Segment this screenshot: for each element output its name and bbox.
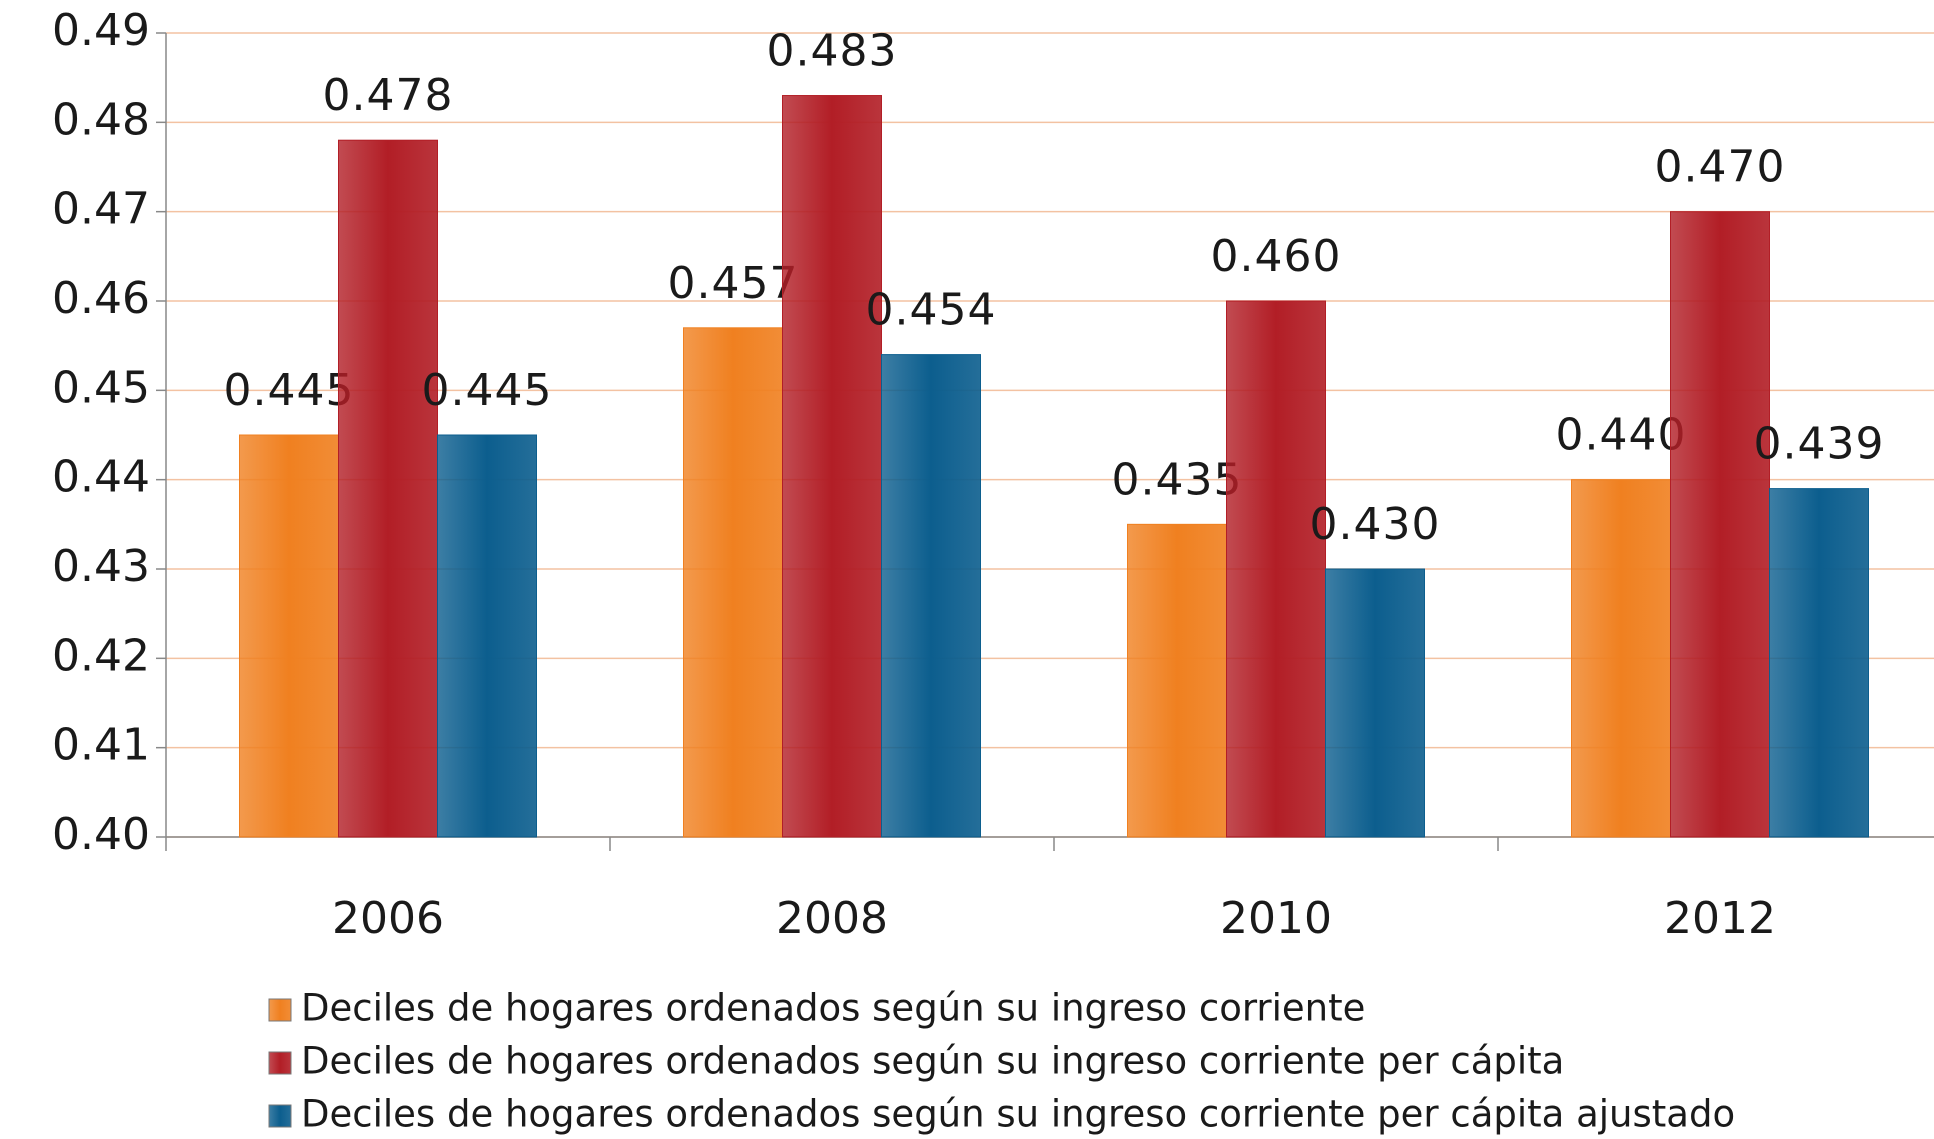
value-label: 0.454	[866, 285, 997, 336]
bar	[239, 434, 339, 838]
y-tick-label: 0.48	[52, 94, 150, 145]
value-label: 0.435	[1112, 454, 1243, 505]
value-label: 0.445	[224, 365, 355, 416]
x-tick-label: 2006	[332, 893, 444, 944]
value-label: 0.457	[668, 258, 799, 309]
legend-label: Deciles de hogares ordenados según su in…	[301, 987, 1365, 1030]
y-tick-label: 0.47	[52, 184, 150, 235]
value-label: 0.470	[1655, 142, 1786, 193]
y-tick-label: 0.49	[52, 5, 150, 56]
bar	[1226, 300, 1326, 838]
value-label: 0.460	[1211, 231, 1342, 282]
y-tick-label: 0.44	[52, 452, 150, 503]
value-label: 0.430	[1310, 499, 1441, 550]
bar	[1769, 488, 1869, 838]
value-label: 0.478	[323, 70, 454, 121]
y-tick-label: 0.43	[52, 541, 150, 592]
legend-swatch	[268, 998, 292, 1022]
bar	[1670, 211, 1770, 838]
x-tick-label: 2010	[1220, 893, 1332, 944]
value-label: 0.439	[1754, 419, 1885, 470]
bar	[1127, 523, 1227, 838]
y-tick-label: 0.46	[52, 273, 150, 324]
bar	[881, 354, 981, 838]
x-tick-label: 2012	[1664, 893, 1776, 944]
legend-label: Deciles de hogares ordenados según su in…	[301, 1040, 1564, 1083]
bar	[1571, 479, 1671, 838]
y-tick-label: 0.41	[52, 720, 150, 771]
y-tick-label: 0.42	[52, 630, 150, 681]
bar	[782, 95, 882, 838]
legend-label: Deciles de hogares ordenados según su in…	[301, 1093, 1735, 1136]
value-label: 0.445	[422, 365, 553, 416]
legend-swatch	[268, 1104, 292, 1128]
bar	[437, 434, 537, 838]
x-tick-label: 2008	[776, 893, 888, 944]
bar	[338, 139, 438, 838]
y-tick-label: 0.45	[52, 362, 150, 413]
value-label: 0.483	[767, 26, 898, 77]
legend-swatch	[268, 1051, 292, 1075]
y-tick-label: 0.40	[52, 809, 150, 860]
bar	[683, 327, 783, 838]
value-label: 0.440	[1556, 410, 1687, 461]
bar	[1325, 568, 1425, 838]
